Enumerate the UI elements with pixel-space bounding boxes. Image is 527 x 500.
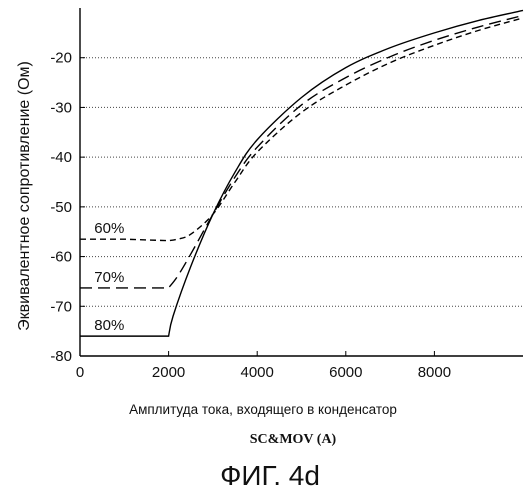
x-tick-label: 8000 bbox=[418, 364, 451, 381]
y-tick-label: -80 bbox=[50, 348, 72, 365]
x-axis-label-unit: SC&MOV (A) bbox=[250, 432, 337, 447]
y-tick-label: -40 bbox=[50, 149, 72, 166]
figure-caption: ФИГ. 4d bbox=[220, 460, 320, 491]
x-tick-label: 2000 bbox=[152, 364, 185, 381]
series-line bbox=[80, 10, 523, 336]
y-tick-label: -20 bbox=[50, 50, 72, 67]
series-lines bbox=[80, 10, 523, 336]
series-label: 70% bbox=[94, 269, 124, 286]
y-tick-label: -50 bbox=[50, 199, 72, 216]
y-axis-label: Эквивалентное сопротивление (Ом) bbox=[16, 61, 33, 331]
y-tick-label: -30 bbox=[50, 99, 72, 116]
x-tick-label: 0 bbox=[76, 364, 84, 381]
y-tick-label: -70 bbox=[50, 298, 72, 315]
series-line bbox=[80, 15, 523, 287]
x-axis-label: Амплитуда тока, входящего в конденсатор bbox=[129, 402, 397, 417]
grid-lines bbox=[80, 58, 523, 307]
x-tick-label: 6000 bbox=[329, 364, 362, 381]
y-tick-label: -60 bbox=[50, 249, 72, 266]
series-label: 60% bbox=[94, 220, 124, 237]
series-label: 80% bbox=[94, 317, 124, 334]
x-tick-label: 4000 bbox=[241, 364, 274, 381]
series-annotations: 60% 70% 80% bbox=[94, 220, 124, 334]
